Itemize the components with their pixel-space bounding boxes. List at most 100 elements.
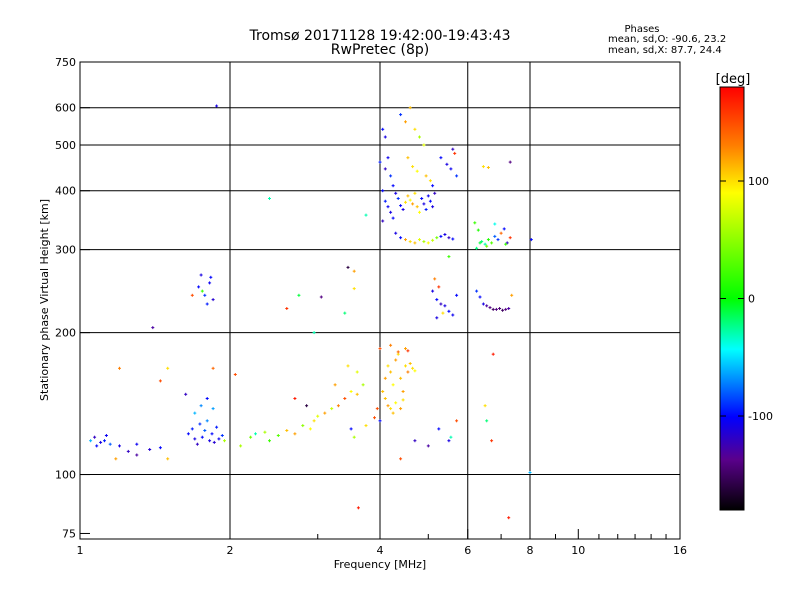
echo-point-v — [448, 255, 450, 259]
echo-point-v — [450, 435, 452, 439]
echo-point-v — [294, 432, 296, 436]
echo-point-v — [392, 383, 394, 387]
echo-point-v — [392, 216, 394, 220]
echo-point-v — [414, 191, 416, 195]
x-tick-label: 2 — [227, 544, 234, 557]
echo-point-v — [484, 242, 486, 246]
echo-point-v — [409, 106, 411, 110]
x-tick-label: 6 — [464, 544, 471, 557]
echo-point-v — [337, 404, 339, 408]
echo-point-v — [379, 347, 381, 351]
echo-point-v — [216, 425, 218, 429]
echo-point-v — [425, 174, 427, 178]
echo-point-v — [269, 197, 270, 200]
echo-point-v — [419, 135, 420, 139]
echo-point-v — [484, 404, 486, 408]
echo-point-v — [206, 419, 208, 423]
echo-point-v — [196, 442, 198, 446]
echo-point-v — [127, 449, 129, 453]
echo-point-v — [199, 422, 201, 426]
echo-point-v — [384, 397, 386, 400]
x-axis-label: Frequency [MHz] — [334, 558, 426, 571]
echo-point-v — [302, 424, 304, 428]
echo-point-v — [476, 289, 478, 293]
echo-point-v — [400, 113, 402, 117]
echo-point-v — [119, 366, 120, 370]
echo-point-v — [104, 439, 105, 443]
echo-point-v — [502, 308, 504, 312]
echo-point-v — [440, 234, 442, 238]
echo-point-v — [365, 424, 367, 428]
echo-point-v — [486, 419, 488, 423]
echo-point-v — [407, 156, 409, 160]
echo-point-v — [317, 414, 319, 418]
echo-point-v — [414, 241, 416, 245]
echo-point-v — [405, 120, 406, 124]
echo-point-v — [119, 444, 120, 448]
echo-point-v — [497, 238, 499, 242]
echo-point-v — [136, 453, 138, 457]
echo-point-v — [382, 127, 384, 131]
echo-point-v — [218, 437, 220, 441]
stats-x-mode: mean, sd,X: 87.7, 24.4 — [608, 45, 722, 56]
echo-point-v — [400, 457, 402, 461]
echo-point-v — [416, 169, 418, 173]
echo-point-v — [382, 219, 384, 223]
echo-point-v — [505, 307, 507, 311]
echo-point-v — [392, 411, 394, 415]
x-tick-label: 8 — [527, 544, 534, 557]
echo-point-v — [347, 364, 349, 368]
echo-point-v — [505, 242, 507, 246]
echo-point-v — [477, 228, 479, 232]
echo-point-v — [212, 298, 214, 302]
echo-point-v — [212, 407, 214, 411]
echo-point-v — [356, 370, 358, 374]
echo-point-v — [440, 156, 442, 160]
echo-point-v — [194, 437, 196, 441]
echo-point-v — [440, 302, 442, 306]
echo-point-v — [479, 241, 481, 245]
chart-subtitle: RwPretec (8p) — [331, 42, 429, 58]
echo-point-v — [395, 231, 397, 235]
echo-point-v — [344, 311, 346, 315]
echo-point-v — [353, 269, 355, 273]
x-tick-label: 4 — [377, 544, 384, 557]
echo-point-v — [479, 295, 481, 299]
colorbar-tick-label: 100 — [748, 175, 769, 188]
echo-point-v — [456, 419, 458, 423]
echo-point-v — [425, 208, 427, 211]
echo-point-v — [474, 221, 476, 225]
stats-o-mode: mean, sd,O: -90.6, 23.2 — [608, 34, 726, 45]
echo-point-v — [96, 444, 98, 448]
echo-point-v — [503, 227, 505, 231]
echo-point-v — [508, 307, 510, 310]
echo-point-v — [382, 189, 384, 193]
echo-point-v — [416, 205, 418, 209]
echo-point-v — [448, 439, 450, 443]
echo-point-v — [149, 448, 151, 451]
echo-point-v — [492, 352, 494, 356]
echo-point-v — [320, 295, 322, 299]
echo-point-v — [486, 304, 488, 308]
echo-point-v — [407, 194, 409, 198]
echo-point-v — [294, 397, 296, 400]
echo-point-v — [432, 238, 434, 242]
echo-point-v — [212, 366, 214, 370]
echo-point-v — [194, 411, 196, 415]
echo-point-v — [357, 506, 359, 510]
echo-point-v — [448, 236, 450, 240]
x-axis: 1 2 4 6 8 10 16 — [77, 529, 687, 557]
echo-point-v — [191, 427, 193, 431]
echo-point-v — [94, 435, 96, 439]
echo-point-v — [481, 240, 483, 244]
echo-point-v — [159, 446, 161, 450]
echo-point-v — [442, 311, 444, 315]
colorbar-label: [deg] — [716, 72, 751, 87]
echo-point-v — [419, 210, 420, 214]
echo-point-v — [334, 383, 336, 387]
echo-point-v — [412, 165, 414, 169]
echo-point-v — [452, 237, 454, 241]
echo-point-v — [390, 343, 392, 347]
echo-point-v — [427, 241, 429, 245]
